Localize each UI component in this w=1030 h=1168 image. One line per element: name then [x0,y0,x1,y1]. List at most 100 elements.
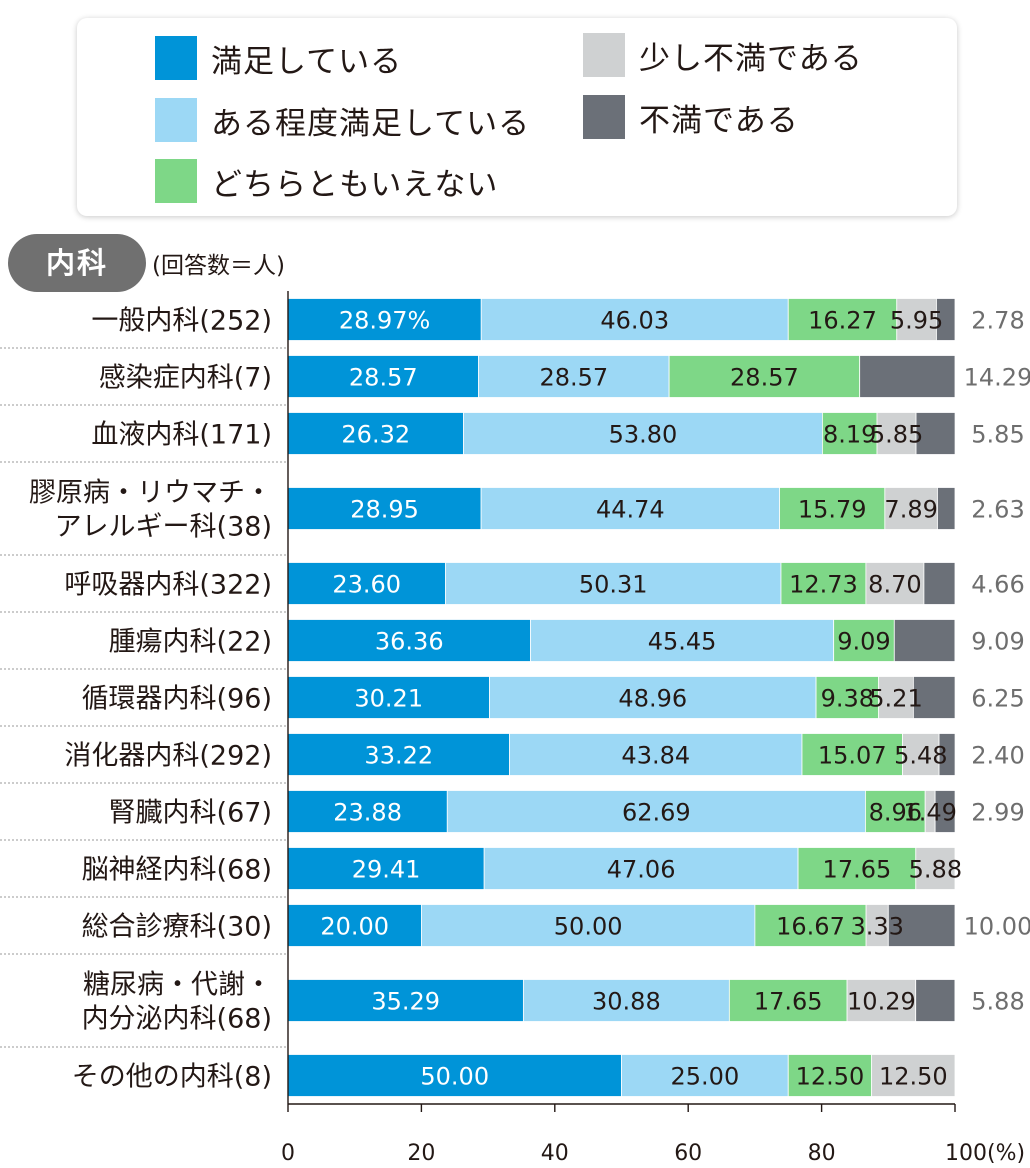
data-label: 10.29 [847,988,916,1016]
category-label: 脳神経内科(68) [82,855,272,886]
bar-segment [923,562,956,605]
category-label: 血液内科(171) [91,420,272,451]
bar-segment [480,487,780,530]
data-label: 62.69 [622,799,691,827]
data-label: 12.73 [789,571,858,599]
data-label: 16.67 [776,913,845,941]
section-badge: 内科 [8,234,146,292]
category-label: アレルギー科(38) [55,512,272,543]
data-label: 15.07 [818,742,887,770]
bar-segment [480,298,789,341]
x-tick-label: 40 [541,1141,569,1166]
data-label: 23.88 [333,799,402,827]
legend-label-neutral: どちらともいえない [211,166,499,203]
bar-segment [801,733,903,776]
bar-segment [478,355,670,398]
bar-segment [445,562,782,605]
bar-segment [884,487,938,530]
category-label: 感染症内科(7) [99,363,272,394]
data-label: 16.27 [808,307,877,335]
data-label: 50.00 [420,1063,489,1091]
bar-segment [287,904,422,947]
bar-segment [287,847,485,890]
legend: 満足している ある程度満足している どちらともいえない 少し不満である 不満であ… [77,18,957,216]
bar-segment [446,790,866,833]
bar-segment [287,790,448,833]
bar-segment [865,790,926,833]
category-label: 循環器内科(96) [82,684,272,715]
data-label: 30.21 [354,685,423,713]
legend-swatch-somewhat-satisfied [155,98,197,142]
legend-label-satisfied: 満足している [211,43,403,80]
bar-segment [915,979,956,1022]
legend-item-neutral: どちらともいえない [155,159,498,203]
bar-segment [878,676,914,719]
x-tick-label: 0 [281,1141,295,1166]
category-label: その他の内科(8) [72,1062,272,1093]
legend-label-dissatisfied: 不満である [639,102,799,139]
legend-swatch-dissatisfied [583,95,625,139]
data-label: 50.31 [579,571,648,599]
data-label: 7.89 [884,496,937,524]
bar-segment [893,619,956,662]
bar-segment [936,298,956,341]
data-label: 8.70 [868,571,921,599]
data-label: 5.21 [869,685,922,713]
bar-segment [668,355,861,398]
legend-item-somewhat-satisfied: ある程度満足している [155,98,530,142]
category-label: 消化器内科(292) [64,741,272,772]
data-label: 2.40 [971,742,1024,770]
bar-segment [787,1054,873,1097]
x-tick-label: 80 [808,1141,836,1166]
bar-segment [833,619,895,662]
data-label: 2.63 [971,496,1024,524]
data-label: 2.78 [971,307,1024,335]
legend-label-somewhat-dissatisfied: 少し不満である [639,40,863,77]
category-label: 総合診療科(30) [82,912,272,943]
data-label: 10.00 [964,913,1030,941]
data-label: 5.88 [971,988,1024,1016]
bar-segment [876,412,917,455]
data-label: 33.22 [364,742,433,770]
data-label: 53.80 [609,421,678,449]
data-label: 8.96 [869,799,922,827]
data-label: 12.50 [796,1063,865,1091]
bar-segment [287,355,479,398]
data-label: 50.00 [554,913,623,941]
data-label: 44.74 [596,496,665,524]
data-label: 5.48 [894,742,947,770]
data-label: 12.50 [879,1063,948,1091]
bar-segment [287,979,524,1022]
bar-segment [728,979,848,1022]
data-label: 48.96 [618,685,687,713]
bar-segment [779,487,886,530]
bar-segment [896,298,937,341]
data-label: 4.66 [971,571,1024,599]
data-label: 14.29 [964,364,1030,392]
category-label: 一般内科(252) [91,306,272,337]
data-label: 46.03 [600,307,669,335]
x-tick-label: 60 [674,1141,702,1166]
legend-item-dissatisfied: 不満である [583,95,799,139]
data-label: 36.36 [375,628,444,656]
legend-label-somewhat-satisfied: ある程度満足している [211,105,531,142]
bar-segment [887,904,956,947]
legend-swatch-neutral [155,159,197,203]
bar-segment [287,298,482,341]
data-label: 3.33 [850,913,903,941]
data-label: 17.65 [754,988,823,1016]
bar-segment [287,562,446,605]
bar-segment [530,619,835,662]
category-label: 腎臓内科(67) [109,798,272,829]
data-label: 28.57 [349,364,418,392]
bar-segment [787,298,898,341]
legend-item-somewhat-dissatisfied: 少し不満である [583,33,863,77]
bar-segment [934,790,956,833]
data-label: 5.85 [870,421,923,449]
legend-swatch-satisfied [155,36,197,80]
bar-segment [859,355,956,398]
data-label: 2.99 [971,799,1024,827]
bar-segment [815,676,880,719]
category-label: 糖尿病・代謝・ [83,970,272,1001]
